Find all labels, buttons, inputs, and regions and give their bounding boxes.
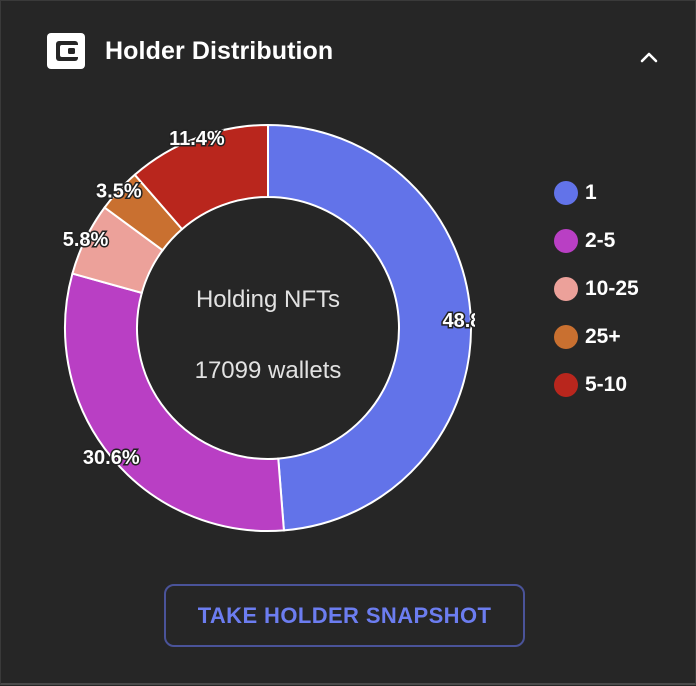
take-holder-snapshot-button[interactable]: TAKE HOLDER SNAPSHOT — [164, 584, 525, 647]
legend-label: 1 — [585, 181, 597, 204]
legend-swatch — [554, 181, 578, 205]
slice-label-10-25: 5.8% — [63, 229, 109, 251]
donut-slice-5-10[interactable] — [133, 123, 269, 231]
legend-item-2-5[interactable]: 2-5 — [554, 217, 639, 265]
legend-swatch — [554, 229, 578, 253]
legend-item-10-25[interactable]: 10-25 — [554, 265, 639, 313]
donut-chart: 48.8% 30.6% 5.8% 3.5% 11.4% Holding NFTs 170… — [61, 123, 475, 532]
panel-title: Holder Distribution — [105, 36, 334, 65]
legend-label: 25+ — [585, 325, 621, 348]
slice-label-5-10: 11.4% — [169, 128, 225, 150]
legend-label: 2-5 — [585, 229, 616, 252]
slice-label-1: 48.8% — [442, 310, 475, 332]
legend-item-5-10[interactable]: 5-10 — [554, 361, 639, 409]
slice-label-2-5: 30.6% — [83, 447, 140, 469]
center-text-line-1: Holding NFTs — [196, 286, 340, 313]
center-text-line-2: 17099 wallets — [195, 357, 342, 384]
donut-slice-2-5[interactable] — [64, 272, 285, 532]
legend-swatch — [554, 325, 578, 349]
legend-item-1[interactable]: 1 — [554, 169, 639, 217]
chart-legend: 1 2-5 10-25 25+ 5-10 — [554, 169, 639, 409]
legend-swatch — [554, 373, 578, 397]
panel-header: Holder Distribution — [47, 31, 333, 71]
donut-slice-1[interactable] — [267, 123, 472, 532]
legend-swatch — [554, 277, 578, 301]
legend-item-25+[interactable]: 25+ — [554, 313, 639, 361]
chevron-up-icon[interactable] — [633, 41, 665, 73]
wallet-icon — [47, 33, 85, 69]
slice-label-25+: 3.5% — [96, 180, 142, 202]
legend-label: 5-10 — [585, 373, 628, 396]
legend-label: 10-25 — [585, 277, 639, 300]
